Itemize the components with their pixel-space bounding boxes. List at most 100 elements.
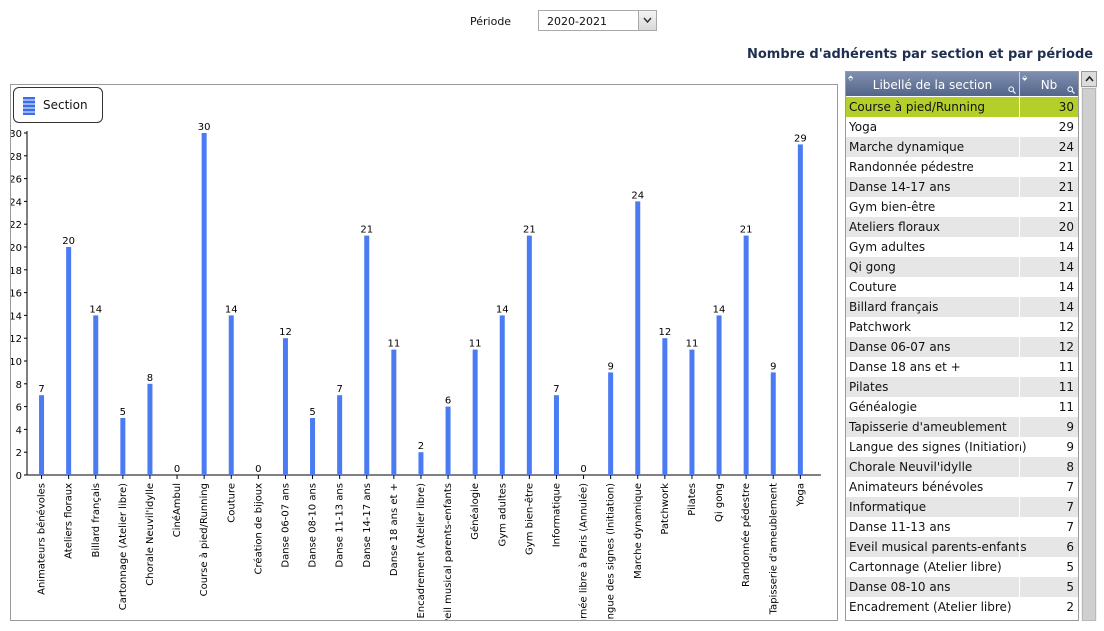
column-header-label-text: Libellé de la section	[872, 78, 993, 92]
table-row[interactable]: Cartonnage (Atelier libre) 5	[846, 557, 1078, 577]
cell-separator	[1019, 97, 1020, 117]
bar-chart: 0246810121416182022242628307Animateurs b…	[10, 84, 838, 621]
cell-separator	[1019, 137, 1020, 157]
periode-label: Période	[470, 15, 512, 28]
table-row[interactable]: Gym adultes 14	[846, 237, 1078, 257]
x-category-label: Ateliers floraux	[64, 483, 75, 559]
table-row[interactable]: Eveil musical parents-enfants 6	[846, 537, 1078, 557]
table-row[interactable]: Informatique 7	[846, 497, 1078, 517]
bar-value-label: 11	[686, 339, 699, 350]
table-scrollbar[interactable]	[1081, 71, 1097, 621]
row-label: Chorale Neuvil'idylle	[849, 460, 973, 474]
table-row[interactable]: Patchwork 12	[846, 317, 1078, 337]
table-row[interactable]: Billard français 14	[846, 297, 1078, 317]
row-count: 7	[1066, 500, 1074, 514]
search-icon[interactable]	[1008, 86, 1016, 94]
table-row[interactable]: Qi gong 14	[846, 257, 1078, 277]
column-header-count[interactable]: ⬙ Nb	[1020, 72, 1078, 96]
bar	[147, 383, 153, 475]
row-count: 21	[1058, 180, 1074, 194]
x-category-label: Marche dynamique	[633, 483, 644, 579]
periode-value: 2020-2021	[547, 15, 607, 28]
x-category-label: Billard français	[91, 483, 102, 558]
row-label: Danse 08-10 ans	[849, 580, 951, 594]
bar	[282, 338, 288, 475]
table-row[interactable]: Pilates 11	[846, 377, 1078, 397]
table-row[interactable]: Ateliers floraux 20	[846, 217, 1078, 237]
row-count: 11	[1058, 360, 1074, 374]
bar-value-label: 14	[713, 304, 726, 315]
bar-value-label: 7	[38, 384, 44, 395]
x-category-label: Danse 06-07 ans	[280, 483, 291, 568]
row-count: 7	[1066, 480, 1074, 494]
table-row[interactable]: Danse 18 ans et + 11	[846, 357, 1078, 377]
bar	[689, 349, 695, 475]
table-row[interactable]: Gym bien-être 21	[846, 197, 1078, 217]
table-row[interactable]: Couture 14	[846, 277, 1078, 297]
y-tick-label: 22	[11, 220, 22, 231]
x-category-label: Encadrement (Atelier libre)	[416, 483, 427, 619]
row-label: Ateliers floraux	[849, 220, 941, 234]
periode-select[interactable]: 2020-2021	[538, 10, 657, 31]
bar-value-label: 21	[360, 225, 373, 236]
row-count: 11	[1058, 380, 1074, 394]
table-row[interactable]: Langue des signes (Initiation) 9	[846, 437, 1078, 457]
row-count: 24	[1058, 140, 1074, 154]
bar-value-label: 12	[658, 327, 671, 338]
table-row[interactable]: Danse 14-17 ans 21	[846, 177, 1078, 197]
periode-dropdown-button[interactable]	[638, 11, 656, 30]
bar	[337, 395, 343, 475]
x-category-label: Cartonnage (Atelier libre)	[118, 483, 129, 610]
table-row[interactable]: Danse 08-10 ans 5	[846, 577, 1078, 597]
row-count: 11	[1058, 400, 1074, 414]
table-row[interactable]: Généalogie 11	[846, 397, 1078, 417]
row-count: 21	[1058, 200, 1074, 214]
y-tick-label: 6	[16, 403, 22, 414]
row-label: Danse 18 ans et +	[849, 360, 961, 374]
y-tick-label: 30	[11, 129, 22, 140]
scroll-thumb[interactable]	[1082, 88, 1096, 621]
row-label: Informatique	[849, 500, 927, 514]
x-category-label: Informatique	[551, 483, 562, 547]
x-category-label: Tapisserie d'ameublement	[768, 483, 779, 615]
cell-separator	[1019, 197, 1020, 217]
row-label: Gym adultes	[849, 240, 926, 254]
row-count: 29	[1058, 120, 1074, 134]
table-row[interactable]: Marche dynamique 24	[846, 137, 1078, 157]
table-row[interactable]: Encadrement (Atelier libre) 2	[846, 597, 1078, 617]
cell-separator	[1019, 397, 1020, 417]
row-count: 2	[1066, 600, 1074, 614]
table-row[interactable]: Chorale Neuvil'idylle 8	[846, 457, 1078, 477]
table-header: ⬘ Libellé de la section ⬙ Nb	[846, 72, 1078, 96]
cell-separator	[1019, 357, 1020, 377]
search-icon[interactable]	[1067, 86, 1075, 94]
sort-icon[interactable]: ⬙	[1022, 74, 1028, 82]
bar	[716, 315, 722, 475]
column-header-count-text: Nb	[1040, 78, 1058, 92]
sort-icon[interactable]: ⬘	[848, 74, 854, 82]
x-category-label: Gym adultes	[497, 483, 508, 546]
table-row[interactable]: Yoga 29	[846, 117, 1078, 137]
table-row[interactable]: Animateurs bénévoles 7	[846, 477, 1078, 497]
x-category-label: Chorale Neuvil'idylle	[145, 483, 156, 586]
cell-separator	[1019, 257, 1020, 277]
x-category-label: Eveil musical parents-enfants	[443, 483, 454, 620]
row-count: 6	[1066, 540, 1074, 554]
table-row[interactable]: Course à pied/Running 30	[846, 97, 1078, 117]
x-category-label: Danse 11-13 ans	[335, 483, 346, 568]
x-category-label: Qi gong	[714, 483, 725, 522]
column-header-label[interactable]: ⬘ Libellé de la section	[846, 72, 1020, 96]
table-row[interactable]: Danse 11-13 ans 7	[846, 517, 1078, 537]
x-category-label: Langue des signes (Initiation)	[606, 483, 617, 620]
chevron-up-icon	[1085, 76, 1094, 82]
x-category-label: Journée libre à Paris (Annulée)	[578, 483, 590, 620]
table-row[interactable]: Randonnée pédestre 21	[846, 157, 1078, 177]
cell-separator	[1019, 157, 1020, 177]
table-row[interactable]: Tapisserie d'ameublement 9	[846, 417, 1078, 437]
bar	[499, 315, 505, 475]
chevron-down-icon	[643, 17, 652, 23]
scroll-up-button[interactable]	[1081, 71, 1097, 87]
table-row[interactable]: Danse 06-07 ans 12	[846, 337, 1078, 357]
y-tick-label: 24	[11, 197, 22, 208]
cell-separator	[1019, 537, 1020, 557]
